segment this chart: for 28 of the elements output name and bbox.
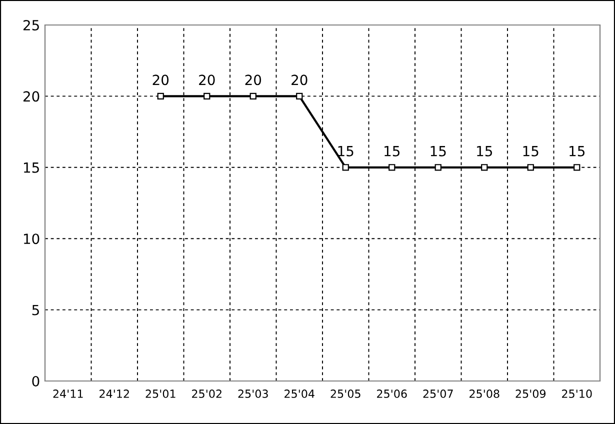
data-label: 20 [199, 74, 215, 86]
y-tick-label: 10 [24, 234, 40, 244]
x-tick-label: 25'04 [284, 390, 314, 398]
x-tick-label: 25'10 [562, 390, 592, 398]
data-label: 20 [292, 74, 308, 86]
data-label: 15 [570, 146, 584, 156]
x-tick-label: 25'05 [330, 390, 360, 398]
data-label: 15 [477, 146, 492, 156]
y-tick-label: 25 [23, 20, 39, 30]
y-tick-label: 20 [23, 91, 40, 102]
data-label: 20 [152, 74, 169, 86]
x-tick-label: 25'02 [192, 390, 222, 398]
data-label: 15 [523, 146, 538, 156]
x-tick-label: 25'07 [423, 390, 453, 398]
y-tick-label: 0 [32, 376, 40, 386]
x-tick-label: 25'08 [470, 390, 500, 398]
data-label: 15 [384, 146, 400, 156]
data-label: 15 [430, 146, 446, 156]
x-tick-label: 24'11 [53, 390, 83, 398]
x-tick-label: 25'06 [377, 390, 407, 398]
data-label: 15 [338, 146, 354, 156]
x-tick-label: 25'03 [238, 390, 268, 398]
y-tick-label: 5 [32, 304, 39, 316]
data-label: 20 [245, 74, 262, 86]
x-tick-label: 24'12 [100, 390, 129, 398]
x-tick-label: 25'09 [516, 390, 546, 398]
y-tick-label: 15 [24, 162, 39, 173]
x-tick-label: 25'01 [146, 390, 176, 398]
